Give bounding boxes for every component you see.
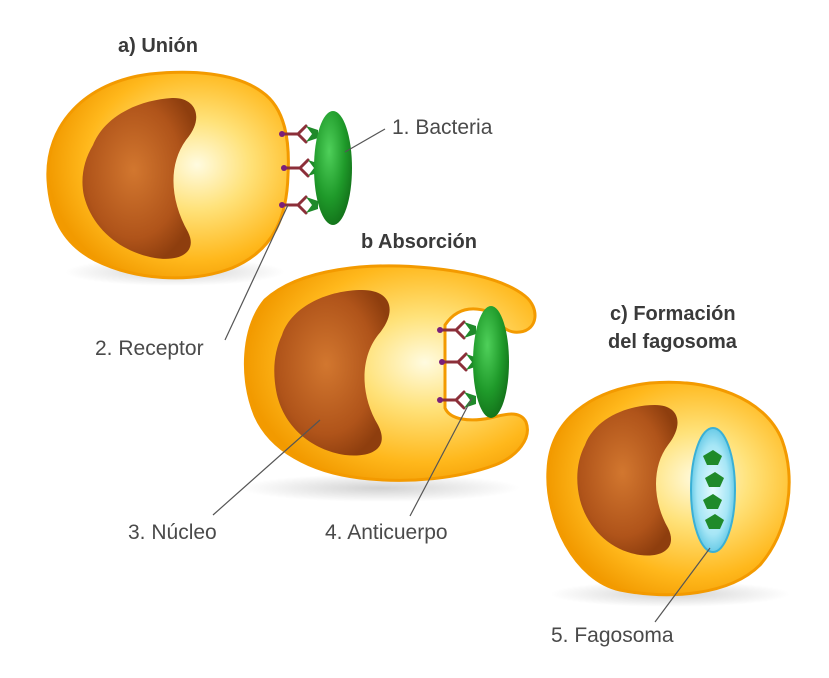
label-nucleo: 3. Núcleo xyxy=(128,521,217,544)
cell-a xyxy=(46,70,352,286)
stage-a-title: a) Unión xyxy=(118,35,198,57)
cell-b-receptors xyxy=(438,320,468,410)
cell-a-receptor-tips xyxy=(279,131,287,208)
label-fagosoma: 5. Fagosoma xyxy=(551,624,674,647)
cell-a-receptors xyxy=(280,124,310,215)
stage-c-title-line1: c) Formación xyxy=(610,303,736,325)
label-bacteria: 1. Bacteria xyxy=(392,116,493,139)
leader-receptor xyxy=(224,204,289,341)
stage-b-title: b Absorción xyxy=(361,231,477,253)
cell-b-shadow xyxy=(240,474,520,502)
label-receptor: 2. Receptor xyxy=(95,337,204,360)
leader-bacteria xyxy=(344,128,386,153)
leader-nucleo xyxy=(212,419,321,516)
digested-bacteria xyxy=(703,450,724,529)
cell-c xyxy=(546,380,791,607)
bacteria-a xyxy=(314,111,352,225)
cell-b-receptor-tips xyxy=(437,327,445,403)
leader-fagosoma xyxy=(654,547,711,623)
leader-lines xyxy=(212,128,711,623)
label-anticuerpo: 4. Anticuerpo xyxy=(325,521,448,544)
cell-b xyxy=(240,264,537,502)
cell-a-nucleus xyxy=(82,97,197,259)
bacteria-b xyxy=(473,306,509,418)
cell-b-nucleus xyxy=(274,290,390,456)
leader-anticuerpo xyxy=(409,397,473,517)
stage-c-title-line2: del fagosoma xyxy=(608,331,738,353)
cell-c-nucleus xyxy=(577,405,678,556)
phagosome xyxy=(690,427,736,553)
